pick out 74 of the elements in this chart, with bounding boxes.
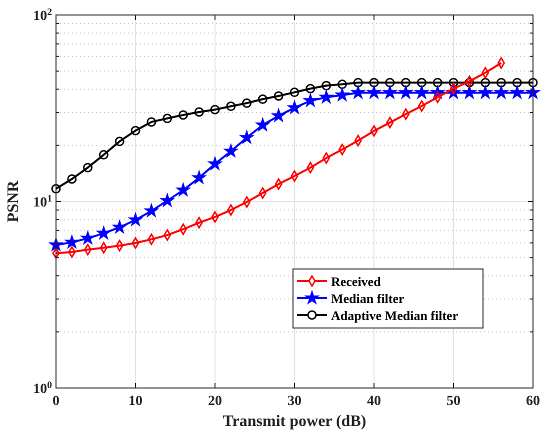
point <box>274 91 284 101</box>
point <box>400 86 412 98</box>
x-tick-label: 60 <box>526 394 540 409</box>
point <box>192 171 206 184</box>
point <box>67 174 77 184</box>
point <box>320 90 333 103</box>
point <box>256 118 269 131</box>
point <box>162 114 172 124</box>
point <box>113 220 126 233</box>
point <box>114 136 124 146</box>
point <box>66 236 78 248</box>
point <box>480 78 490 88</box>
point <box>210 104 220 114</box>
point <box>145 204 158 216</box>
x-axis-title: Transmit power (dB) <box>222 413 366 430</box>
point <box>432 78 442 88</box>
legend-label: Adaptive Median filter <box>331 308 458 323</box>
point <box>226 102 236 112</box>
point <box>512 78 522 88</box>
point <box>240 131 254 144</box>
point <box>50 238 62 250</box>
point <box>416 78 426 88</box>
y-tick-label: 10$^{1}$ <box>33 193 52 210</box>
point <box>448 78 458 88</box>
y-tick-label: 10$^{2}$ <box>33 6 52 24</box>
point <box>526 86 540 98</box>
point <box>208 157 222 170</box>
x-tick-label: 30 <box>288 394 302 409</box>
point <box>194 107 204 117</box>
point <box>272 109 285 122</box>
point <box>290 88 300 98</box>
point <box>161 194 174 206</box>
point <box>384 86 396 98</box>
point <box>496 78 506 88</box>
point <box>479 86 492 98</box>
point <box>176 184 190 196</box>
point <box>337 80 347 90</box>
legend-label: Median filter <box>331 291 405 306</box>
point <box>494 86 508 98</box>
point <box>224 144 238 157</box>
point <box>368 86 380 98</box>
point <box>82 232 94 244</box>
legend-label: Received <box>331 274 382 289</box>
point <box>528 78 538 88</box>
point <box>129 213 142 226</box>
point <box>369 78 379 88</box>
y-tick-label: 10$^{0}$ <box>33 380 52 397</box>
point <box>336 88 348 101</box>
point <box>353 78 363 88</box>
point <box>306 84 316 94</box>
point <box>178 110 188 120</box>
point <box>510 86 524 98</box>
point <box>98 150 108 160</box>
y-axis-title: PSNR <box>5 180 22 222</box>
point <box>322 80 332 90</box>
point <box>242 98 252 108</box>
x-tick-label: 50 <box>446 394 460 409</box>
point <box>463 86 476 98</box>
x-tick-label: 10 <box>128 394 142 409</box>
point <box>304 94 317 106</box>
point <box>288 101 301 114</box>
point <box>385 78 395 88</box>
point <box>83 162 93 172</box>
x-tick-label: 20 <box>208 394 222 409</box>
point <box>415 86 428 98</box>
point <box>352 86 364 98</box>
point <box>97 226 110 239</box>
point <box>258 94 268 104</box>
x-tick-label: 40 <box>367 394 381 409</box>
point <box>130 126 140 136</box>
x-tick-label: 0 <box>52 394 60 409</box>
point <box>146 117 156 127</box>
point <box>401 78 411 88</box>
point <box>51 184 61 194</box>
